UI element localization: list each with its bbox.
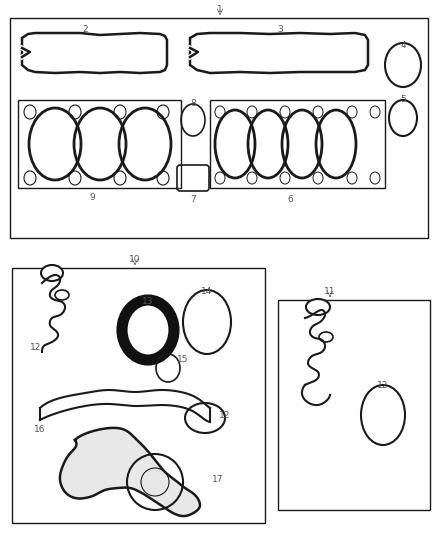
Text: 6: 6 — [287, 196, 293, 205]
Text: 2: 2 — [82, 26, 88, 35]
Text: 16: 16 — [34, 425, 46, 434]
Text: 12: 12 — [219, 411, 231, 421]
Text: 11: 11 — [324, 287, 336, 296]
Polygon shape — [190, 33, 368, 73]
Text: 12: 12 — [30, 343, 42, 352]
Ellipse shape — [319, 332, 333, 342]
Polygon shape — [60, 428, 200, 516]
Bar — [12, 268, 265, 523]
Bar — [18, 100, 181, 188]
Text: 5: 5 — [400, 95, 406, 104]
FancyBboxPatch shape — [177, 165, 209, 191]
Text: 1: 1 — [217, 5, 223, 14]
Text: 10: 10 — [129, 255, 141, 264]
Bar — [10, 18, 428, 238]
Ellipse shape — [41, 265, 63, 281]
Text: 4: 4 — [400, 42, 406, 51]
Ellipse shape — [306, 299, 330, 315]
Text: 13: 13 — [142, 297, 154, 306]
Text: 8: 8 — [190, 100, 196, 109]
Polygon shape — [22, 33, 167, 73]
Bar — [278, 300, 430, 510]
Text: 7: 7 — [190, 196, 196, 205]
Text: 14: 14 — [201, 287, 213, 296]
Text: 3: 3 — [277, 26, 283, 35]
Text: 15: 15 — [177, 356, 189, 365]
Text: 17: 17 — [212, 475, 224, 484]
Bar — [210, 100, 385, 188]
Text: 12: 12 — [377, 381, 389, 390]
Ellipse shape — [55, 290, 69, 300]
Text: 9: 9 — [89, 193, 95, 203]
